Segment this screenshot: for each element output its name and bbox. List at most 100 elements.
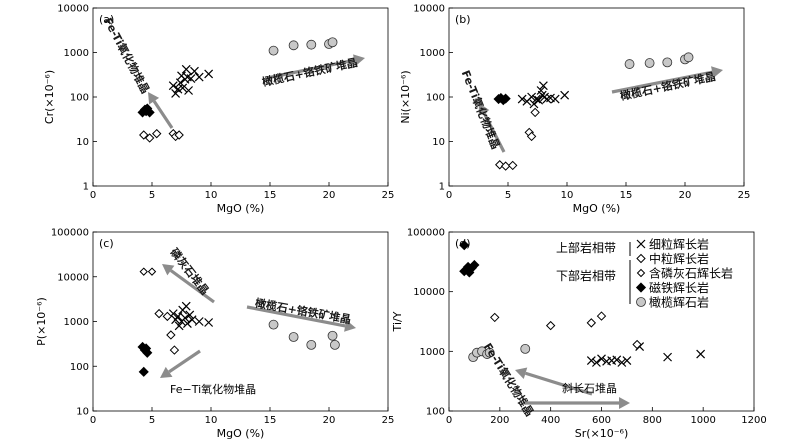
x-tick-label: 15 [620,190,633,201]
data-point [538,81,548,91]
panel-3: 0 5 10 15 20 25 10 100 1000 10000 100000 MgO (%) P(×… [35,228,394,441]
series-中粒辉长岩 [139,128,184,143]
x-axis-label: MgO (%) [573,202,621,215]
data-point [288,332,299,342]
data-point [612,355,622,365]
x-tick-label: 15 [264,415,277,426]
series-橄榄辉石岩 [268,319,340,350]
series-中粒辉长岩 [490,311,642,350]
data-point [644,58,655,68]
y-axis-label: Cr(×10⁻⁶) [43,70,56,124]
x-tick-label: 10 [561,190,574,201]
data-point [185,310,195,320]
data-point [186,74,196,83]
legend-label: 橄榄辉石岩 [649,295,709,310]
data-point [306,39,317,50]
panel-1: 0 5 10 15 20 25 1 10 100 1000 10000 MgO (%) Cr(×10⁻⁶… [43,4,394,216]
x-tick-label: 20 [323,415,336,426]
annotation-ol-a: 橄榄石+铬铁矿堆晶 [261,55,359,89]
series-橄榄辉石岩 [268,37,338,56]
panel-4: 0 200 400 600 800 1000 1200 100 1000 10000 100000 S… [391,228,767,441]
y-tick-label: 10 [76,407,89,418]
series-细粒辉长岩 [517,81,570,109]
data-point [550,94,560,104]
x-tick-label: 10 [205,415,218,426]
data-point [306,339,317,350]
arrow-fe-ti-a-shaft [152,100,174,129]
data-point [632,339,642,350]
arrow-fe-ti-d-shaft [525,371,593,396]
data-point [597,354,606,364]
data-point [194,72,204,82]
x-tick-label: 0 [446,415,452,426]
arrow-ol-b-head [711,66,723,79]
series-中粒辉长岩 [495,107,540,171]
data-point [178,83,188,93]
data-point [508,160,518,171]
legend-upper-zone: 上部岩相带 [556,240,616,255]
data-point [484,347,495,358]
data-point [683,52,694,63]
data-point [204,69,214,79]
arrow-pl-d-head [619,397,630,409]
plot-frame [92,7,389,187]
data-point [696,349,706,359]
y-axis-label: P(×10⁻⁶) [35,297,48,346]
data-point [174,130,184,140]
x-tick-label: 25 [382,415,395,426]
y-tick-label: 10 [76,137,89,148]
y-tick-label: 10 [432,137,445,148]
data-point [139,130,149,140]
data-point [329,339,340,350]
x-tick-label: 25 [738,190,751,201]
arrow-ol-a-shaft [266,58,355,80]
legend-symbol [636,253,646,264]
legend-symbol [636,268,646,278]
y-tick-label: 10000 [57,272,89,283]
data-point [500,93,511,104]
data-point [526,131,537,142]
x-tick-label: 0 [90,415,96,426]
series-含磷灰石辉长岩 [139,267,157,276]
data-point [139,267,148,276]
annotation-ol-c: 橄榄石+铬铁矿堆晶 [254,296,352,327]
panel-label: (b) [455,13,471,26]
arrow-fe-ti-b-head [478,103,490,116]
x-tick-label: 1000 [690,415,715,426]
x-tick-label: 600 [592,415,611,426]
y-tick-label: 1000 [420,48,445,59]
data-point [327,330,338,341]
data-point [500,161,511,171]
data-point [181,301,191,311]
legend-symbol [636,239,646,249]
panel-label: (c) [99,237,114,250]
data-point [194,317,204,326]
x-tick-label: 200 [490,415,509,426]
data-point [144,107,155,118]
data-point [171,89,181,98]
data-point [596,311,607,321]
y-axis-label: Ni(×10⁻⁶) [399,70,412,123]
y-tick-label: 1000 [420,347,445,358]
arrow-fe-ti-d-head [515,367,528,380]
legend-label: 中粒辉长岩 [649,251,709,266]
data-point [180,313,190,323]
x-tick-label: 25 [382,190,395,201]
arrow-ap-c-head [162,264,175,276]
x-tick-label: 20 [679,190,692,201]
y-tick-label: 100 [426,407,445,418]
data-point [490,312,500,323]
data-point [591,358,601,367]
data-point [459,240,470,251]
x-tick-label: 1200 [741,415,766,426]
x-tick-label: 15 [264,190,277,201]
y-tick-label: 100000 [407,228,445,239]
data-point [138,366,149,377]
data-point [527,92,537,102]
data-point [586,318,597,328]
x-axis-label: MgO (%) [217,202,265,215]
data-point [586,356,596,366]
data-point [662,57,673,68]
data-point [268,319,279,330]
